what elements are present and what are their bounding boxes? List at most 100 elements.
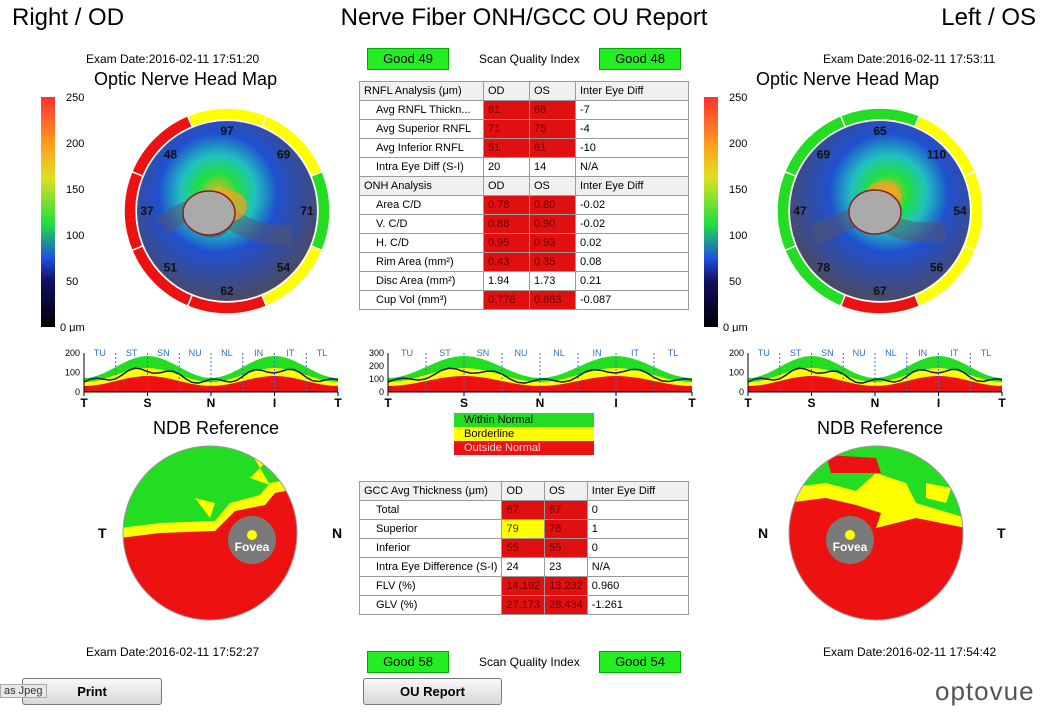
row-diff-value: 0 bbox=[586, 538, 690, 558]
table-row: Total 67 67 0 bbox=[358, 500, 690, 520]
row-od-value: 20 bbox=[483, 157, 530, 177]
ndb-map-od: Fovea bbox=[122, 445, 298, 621]
tsnit-sector-label: NU bbox=[853, 348, 866, 358]
ou-report-button[interactable]: OU Report bbox=[363, 678, 502, 705]
scan-quality-label: Scan Quality Index bbox=[479, 52, 580, 66]
tsnit-x-tick: I bbox=[937, 396, 940, 410]
table-row: Avg Superior RNFL 71 75 -4 bbox=[359, 119, 689, 139]
os-heading: Left / OS bbox=[941, 4, 1036, 31]
row-od-value: 14.192 bbox=[501, 576, 546, 596]
tsnit-x-tick: N bbox=[536, 396, 545, 410]
row-od-value: 51 bbox=[483, 138, 530, 158]
row-od-value: 71 bbox=[483, 119, 530, 139]
row-label: Intra Eye Diff (S-I) bbox=[359, 157, 484, 177]
table-row: H. C/D 0.95 0.93 0.02 bbox=[359, 233, 689, 253]
rnfl-header-label: RNFL Analysis (μm) bbox=[359, 81, 484, 101]
onh-sector-value: 54 bbox=[277, 261, 291, 275]
gcc-scan-quality-os: Good 54 bbox=[599, 651, 681, 673]
onh-sector-value: 62 bbox=[220, 284, 234, 298]
tsnit-x-tick: T bbox=[384, 396, 392, 410]
rnfl-header-od: OD bbox=[483, 81, 530, 101]
tsnit-x-tick: S bbox=[807, 396, 815, 410]
tsnit-x-tick: S bbox=[143, 396, 151, 410]
table-row: Area C/D 0.78 0.80 -0.02 bbox=[359, 195, 689, 215]
colorbar-tick: 0 μm bbox=[60, 322, 85, 332]
row-os-value: 23 bbox=[544, 557, 588, 577]
gcc-header-label: GCC Avg Thickness (μm) bbox=[358, 481, 503, 501]
tsnit-y-tick: 0 bbox=[75, 387, 80, 397]
row-label: V. C/D bbox=[359, 214, 484, 234]
onh-sector-value: 97 bbox=[220, 124, 234, 138]
save-as-jpeg-tab[interactable]: as Jpeg bbox=[0, 684, 47, 698]
row-diff-value: -0.087 bbox=[575, 290, 689, 310]
tsnit-sector-label: TU bbox=[758, 348, 770, 358]
tsnit-sector-label: ST bbox=[790, 348, 802, 358]
row-label: Avg Superior RNFL bbox=[359, 119, 484, 139]
table-row: GLV (%) 27.173 28.434 -1.261 bbox=[358, 595, 690, 615]
legend-within-normal: Within Normal bbox=[454, 413, 594, 427]
onh-header-od: OD bbox=[483, 176, 530, 196]
tsnit-x-tick: T bbox=[80, 396, 88, 410]
onh-sector-value: 48 bbox=[164, 147, 178, 161]
row-os-value: 55 bbox=[544, 538, 588, 558]
table-row: Superior 79 78 1 bbox=[358, 519, 690, 539]
tsnit-y-tick: 0 bbox=[379, 387, 384, 397]
tsnit-y-tick: 100 bbox=[369, 374, 384, 384]
tsnit-sector-label: SN bbox=[477, 348, 490, 358]
od-heading: Right / OD bbox=[12, 4, 125, 31]
row-diff-value: N/A bbox=[575, 157, 689, 177]
row-od-value: 0.43 bbox=[483, 252, 530, 272]
normative-legend: Within Normal Borderline Outside Normal bbox=[454, 413, 594, 455]
row-od-value: 27.173 bbox=[501, 595, 546, 615]
row-os-value: 61 bbox=[529, 138, 576, 158]
legend-outside-normal: Outside Normal bbox=[454, 441, 594, 455]
tsnit-y-tick: 200 bbox=[729, 348, 744, 358]
row-os-value: 1.73 bbox=[529, 271, 576, 291]
tsnit-sector-label: IN bbox=[918, 348, 927, 358]
rnfl-onh-table: RNFL Analysis (μm) OD OS Inter Eye Diff … bbox=[359, 81, 689, 310]
row-os-value: 0.93 bbox=[529, 233, 576, 253]
row-od-value: 24 bbox=[501, 557, 546, 577]
row-diff-value: -1.261 bbox=[586, 595, 690, 615]
gcc-scan-quality-label: Scan Quality Index bbox=[479, 655, 580, 669]
tsnit-sector-label: IN bbox=[254, 348, 263, 358]
tsnit-sector-label: TL bbox=[317, 348, 328, 358]
scan-quality-os: Good 48 bbox=[599, 48, 681, 70]
onh-map-os: 65 110 54 56 67 78 47 69 bbox=[776, 107, 984, 315]
legend-borderline: Borderline bbox=[454, 427, 594, 441]
rnfl-header-os: OS bbox=[529, 81, 576, 101]
table-row: V. C/D 0.88 0.90 -0.02 bbox=[359, 214, 689, 234]
tsnit-sector-label: IT bbox=[950, 348, 959, 358]
tsnit-thickness-line bbox=[387, 367, 693, 384]
row-od-value: 79 bbox=[501, 519, 546, 539]
row-label: H. C/D bbox=[359, 233, 484, 253]
row-os-value: 14 bbox=[529, 157, 576, 177]
ndb-os-nasal-label: N bbox=[758, 525, 769, 541]
table-row: Cup Vol (mm³) 0.776 0.863 -0.087 bbox=[359, 290, 689, 310]
tsnit-x-tick: T bbox=[334, 396, 342, 410]
rnfl-header-diff: Inter Eye Diff bbox=[575, 81, 689, 101]
row-diff-value: 0.08 bbox=[575, 252, 689, 272]
tsnit-sector-label: TU bbox=[94, 348, 106, 358]
colorbar-tick: 0 μm bbox=[723, 322, 748, 332]
row-od-value: 1.94 bbox=[483, 271, 530, 291]
gcc-header-diff: Inter Eye Diff bbox=[586, 481, 690, 501]
tsnit-sector-label: NL bbox=[885, 348, 897, 358]
row-diff-value: 1 bbox=[586, 519, 690, 539]
row-od-value: 0.776 bbox=[483, 290, 530, 310]
tsnit-sector-label: IT bbox=[286, 348, 295, 358]
row-diff-value: 0.02 bbox=[575, 233, 689, 253]
print-button[interactable]: Print bbox=[22, 678, 162, 705]
tsnit-x-tick: I bbox=[614, 396, 617, 410]
tsnit-x-tick: N bbox=[207, 396, 216, 410]
row-label: GLV (%) bbox=[358, 595, 503, 615]
row-os-value: 67 bbox=[544, 500, 588, 520]
row-label: Superior bbox=[358, 519, 503, 539]
tsnit-x-tick: T bbox=[998, 396, 1006, 410]
row-label: Cup Vol (mm³) bbox=[359, 290, 484, 310]
row-os-value: 0.35 bbox=[529, 252, 576, 272]
onh-sector-value: 37 bbox=[140, 204, 154, 218]
table-row: Avg RNFL Thickn... 61 68 -7 bbox=[359, 100, 689, 120]
exam-date-gcc-od: Exam Date:2016-02-11 17:52:27 bbox=[86, 645, 260, 659]
